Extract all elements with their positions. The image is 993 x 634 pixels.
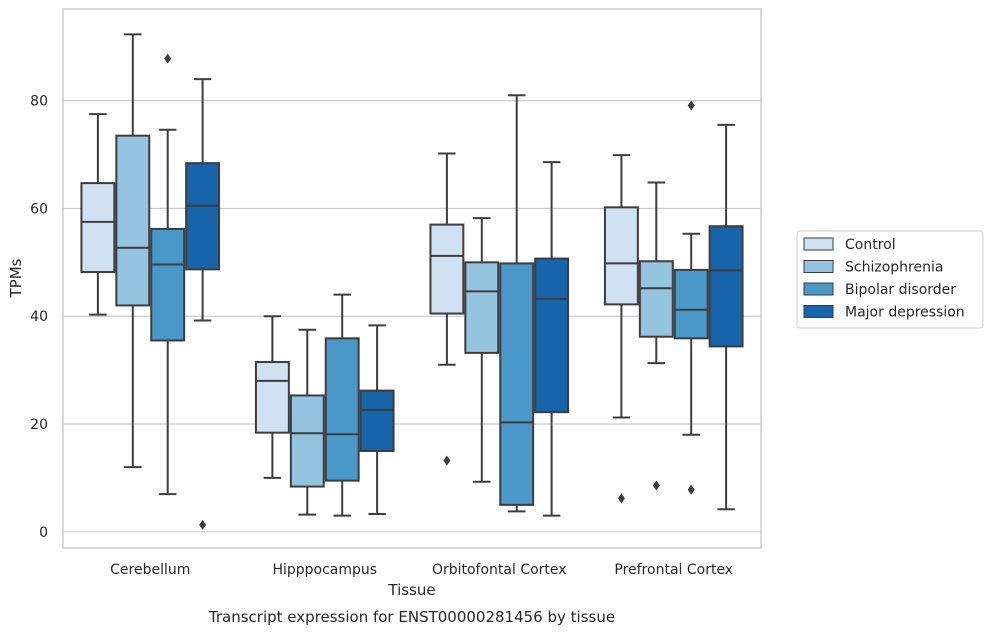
legend-label: Major depression (845, 305, 965, 321)
box-schizophrenia (464, 217, 500, 483)
box-body (534, 257, 570, 414)
legend-swatch (803, 282, 834, 296)
y-tick-label: 60 (30, 201, 48, 217)
outlier-point (164, 53, 172, 64)
box-schizophrenia (638, 181, 674, 491)
x-axis-label: Tissue (387, 581, 435, 599)
outlier-point (199, 519, 207, 530)
chart-caption: Transcript expression for ENST0000028145… (208, 608, 615, 626)
legend-swatch (803, 260, 834, 273)
outlier-point (443, 455, 451, 466)
box-body (638, 260, 674, 338)
box-bipolar-disorder (673, 100, 709, 495)
y-tick-label: 0 (39, 525, 48, 541)
y-axis-label: TPMs (7, 258, 25, 298)
box-major-depression (708, 123, 744, 511)
y-tick-label: 20 (30, 417, 48, 433)
legend-swatch (803, 305, 834, 318)
outlier-point (617, 493, 625, 504)
box-major-depression (185, 78, 221, 530)
y-tick-label: 40 (30, 309, 48, 325)
box-bipolar-disorder (324, 293, 360, 517)
box-major-depression (359, 324, 395, 516)
x-tick-labels: Cerebellum Hipppocampus Orbitofontal Corte… (110, 562, 733, 578)
legend-label: Bipolar disorder (845, 282, 956, 298)
x-tick-label: Hipppocampus (272, 562, 377, 578)
x-tick-label: Cerebellum (110, 562, 190, 578)
box-body (254, 361, 290, 434)
box-control (254, 315, 290, 479)
outlier-point (652, 480, 660, 491)
y-tick-labels: 0 20 40 60 80 (30, 94, 48, 541)
box-body (603, 206, 639, 306)
box-body (80, 182, 116, 274)
box-body (150, 227, 186, 342)
box-control (429, 152, 465, 466)
box-control (603, 154, 639, 504)
y-tick-label: 80 (30, 94, 48, 110)
box-major-depression (534, 161, 570, 517)
box-body (499, 262, 535, 506)
box-body (359, 389, 395, 452)
box-body (708, 225, 744, 348)
box-body (464, 261, 500, 354)
outlier-point (687, 484, 695, 495)
legend-swatch (803, 237, 834, 251)
box-control (80, 113, 116, 316)
box-bipolar-disorder (499, 94, 535, 513)
box-body (185, 162, 221, 271)
x-tick-label: Orbitofontal Cortex (432, 562, 567, 578)
box-layer (80, 33, 744, 530)
box-body (673, 268, 709, 340)
legend-frame (796, 230, 984, 329)
box-bipolar-disorder (150, 53, 186, 496)
legend: Control Schizophrenia Bipolar disorder Majo… (796, 230, 984, 329)
box-body (115, 134, 151, 307)
box-body (324, 337, 360, 482)
legend-label: Control (845, 237, 896, 253)
box-body (429, 223, 465, 315)
box-schizophrenia (115, 33, 151, 469)
x-tick-label: Prefrontal Cortex (614, 562, 733, 578)
outlier-point (687, 100, 695, 111)
box-body (289, 394, 325, 488)
box-schizophrenia (289, 328, 325, 516)
legend-label: Schizophrenia (845, 260, 943, 276)
